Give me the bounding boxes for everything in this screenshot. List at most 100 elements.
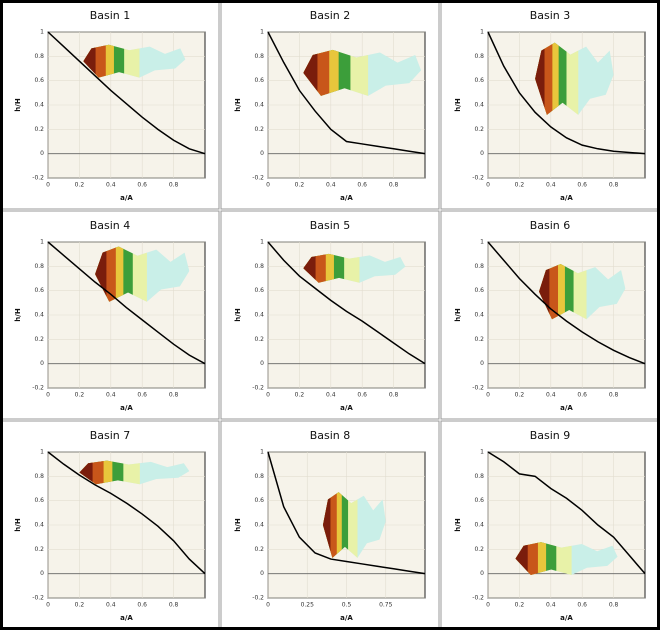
x-tick-label: 0 [486,602,490,609]
y-tick-label: 1 [260,29,264,36]
y-tick-label: 0.4 [34,522,44,529]
x-axis-label: a/A [560,194,573,202]
y-axis-label: h/H [234,518,242,532]
x-axis-label: a/A [340,614,353,622]
x-axis-label: a/A [560,614,573,622]
x-tick-label: 0.4 [106,182,116,189]
y-tick-label: 1 [480,239,484,246]
y-tick-label: -0.2 [472,385,484,392]
y-axis-label: h/H [454,98,462,112]
x-tick-label: 0.2 [515,602,525,609]
y-tick-label: 1 [260,449,264,456]
x-tick-label: 0 [486,392,490,399]
x-tick-label: 0.2 [75,602,85,609]
x-tick-label: 0.4 [326,392,336,399]
y-tick-label: 1 [40,29,44,36]
figure: Basin 1-0.200.20.40.60.8100.20.40.60.8a/… [0,0,660,630]
x-tick-label: 0.5 [342,602,352,609]
x-axis-label: a/A [560,404,573,412]
y-tick-label: 0.4 [474,102,484,109]
x-tick-label: 0.4 [546,392,556,399]
x-tick-label: 0.6 [577,392,587,399]
y-tick-label: 0.2 [34,126,44,133]
panel-title: Basin 4 [90,219,131,232]
y-tick-label: 0 [260,360,264,367]
y-tick-label: 0.6 [34,77,44,84]
y-tick-label: 0.2 [254,126,264,133]
y-tick-label: 0 [40,570,44,577]
x-tick-label: 0.6 [357,182,367,189]
y-tick-label: 0 [40,150,44,157]
y-tick-label: 0.6 [474,77,484,84]
x-tick-label: 0.8 [169,182,179,189]
y-tick-label: 0.6 [474,287,484,294]
x-tick-label: 0 [46,602,50,609]
y-tick-label: 0 [480,570,484,577]
y-tick-label: 0.4 [254,312,264,319]
x-tick-label: 0.8 [169,602,179,609]
y-axis-label: h/H [234,98,242,112]
y-tick-label: 0.8 [34,263,44,270]
y-tick-label: 0 [260,150,264,157]
x-tick-label: 0.2 [75,182,85,189]
y-tick-label: 0 [40,360,44,367]
y-tick-label: 1 [480,29,484,36]
y-tick-label: -0.2 [32,385,44,392]
x-tick-label: 0.2 [515,182,525,189]
y-tick-label: 0 [260,570,264,577]
y-tick-label: 0.2 [254,336,264,343]
y-axis-label: h/H [234,308,242,322]
y-tick-label: 0.8 [474,263,484,270]
y-tick-label: 0.6 [254,497,264,504]
panel-title: Basin 2 [310,9,351,22]
x-tick-label: 0 [486,182,490,189]
x-tick-label: 0.8 [609,182,619,189]
x-axis-label: a/A [120,614,133,622]
y-tick-label: 1 [40,449,44,456]
x-axis-label: a/A [120,194,133,202]
y-tick-label: -0.2 [472,175,484,182]
x-tick-label: 0.6 [137,182,147,189]
x-tick-label: 0 [46,392,50,399]
x-tick-label: 0.75 [379,602,393,609]
y-tick-label: 0.8 [254,473,264,480]
panel-title: Basin 6 [530,219,571,232]
y-tick-label: 0.8 [254,263,264,270]
x-tick-label: 0.2 [515,392,525,399]
y-tick-label: 0 [480,150,484,157]
x-tick-label: 0.6 [137,392,147,399]
x-tick-label: 0.8 [389,182,399,189]
y-tick-label: -0.2 [252,385,264,392]
x-axis-label: a/A [340,404,353,412]
x-tick-label: 0.6 [577,182,587,189]
y-tick-label: -0.2 [32,595,44,602]
x-tick-label: 0.4 [326,182,336,189]
panel: Basin 9-0.200.20.40.60.8100.20.40.60.8a/… [441,421,659,629]
y-tick-label: 0.6 [474,497,484,504]
y-tick-label: 0.2 [474,336,484,343]
panel: Basin 4-0.200.20.40.60.8100.20.40.60.8a/… [1,211,219,419]
y-tick-label: 1 [260,239,264,246]
y-tick-label: 0.2 [474,546,484,553]
y-tick-label: 0.8 [34,53,44,60]
y-tick-label: 0.6 [254,77,264,84]
y-tick-label: 0.8 [254,53,264,60]
y-tick-label: 0.4 [34,312,44,319]
y-tick-label: 0.4 [474,522,484,529]
y-tick-label: 1 [480,449,484,456]
panel-title: Basin 8 [310,429,351,442]
y-tick-label: -0.2 [32,175,44,182]
x-tick-label: 0.4 [546,182,556,189]
y-tick-label: 0.2 [474,126,484,133]
y-tick-label: 0.8 [474,53,484,60]
x-tick-label: 0.6 [577,602,587,609]
x-axis-label: a/A [120,404,133,412]
y-axis-label: h/H [454,518,462,532]
y-tick-label: 0.2 [34,336,44,343]
y-tick-label: 0.4 [254,102,264,109]
x-tick-label: 0.8 [609,392,619,399]
y-tick-label: 0.6 [254,287,264,294]
